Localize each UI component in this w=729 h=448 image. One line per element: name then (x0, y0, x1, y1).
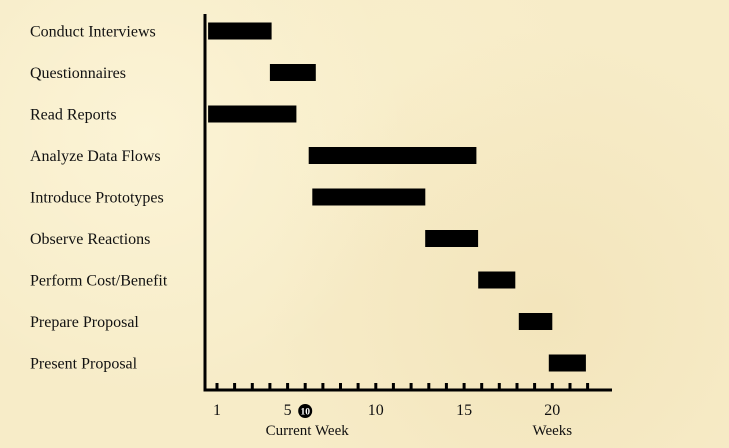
minor-tick (533, 383, 537, 390)
task-label: Analyze Data Flows (30, 148, 161, 165)
minor-tick (586, 383, 590, 390)
task-bar (308, 147, 477, 164)
minor-tick (480, 383, 484, 390)
task-label: Introduce Prototypes (30, 190, 164, 207)
current-week-marker: 10 (298, 404, 313, 418)
task-label: Questionnaires (30, 65, 126, 82)
minor-tick (356, 383, 360, 390)
x-axis-label: Weeks (532, 423, 572, 439)
minor-tick (250, 383, 254, 390)
current-week-marker-label: 10 (300, 408, 310, 418)
task-bar (312, 188, 426, 206)
task-labels: Conduct Interviews Questionnaires Read Rep… (30, 24, 168, 373)
task-label: Prepare Proposal (30, 314, 139, 331)
minor-tick (391, 383, 395, 390)
minor-tick (462, 383, 466, 390)
minor-tick (444, 383, 448, 390)
x-tick-label: 20 (544, 402, 560, 419)
current-week-label: Current Week (266, 423, 350, 439)
x-axis-minor-ticks (215, 383, 590, 390)
minor-tick (303, 383, 307, 390)
task-bar (478, 271, 516, 289)
minor-tick (339, 383, 342, 390)
minor-tick (321, 383, 325, 390)
minor-tick (568, 383, 572, 390)
x-tick-label: 5 (284, 402, 292, 419)
x-axis-tick-labels: 1 5 10 15 20 (213, 402, 560, 419)
task-bar (548, 354, 586, 372)
task-bar (425, 230, 479, 247)
minor-tick (215, 383, 219, 390)
minor-tick (427, 383, 431, 390)
minor-tick (374, 383, 378, 390)
minor-tick (286, 383, 290, 390)
minor-tick (550, 383, 554, 390)
minor-tick (233, 383, 237, 390)
current-week-dot (298, 404, 313, 418)
minor-tick (515, 383, 519, 390)
task-bar (208, 22, 272, 40)
task-label: Read Reports (30, 107, 117, 124)
task-bar (518, 313, 553, 330)
task-label: Perform Cost/Benefit (30, 273, 168, 290)
x-tick-label: 15 (456, 402, 472, 419)
minor-tick (409, 383, 413, 390)
x-tick-label: 10 (368, 402, 384, 419)
minor-tick (497, 383, 501, 390)
task-label: Observe Reactions (30, 231, 150, 248)
minor-tick (268, 383, 272, 390)
x-tick-label: 1 (213, 402, 221, 419)
task-bar (269, 64, 316, 81)
task-bars (208, 22, 586, 372)
task-bar (208, 105, 297, 123)
task-label: Present Proposal (30, 356, 138, 373)
task-label: Conduct Interviews (30, 24, 156, 41)
